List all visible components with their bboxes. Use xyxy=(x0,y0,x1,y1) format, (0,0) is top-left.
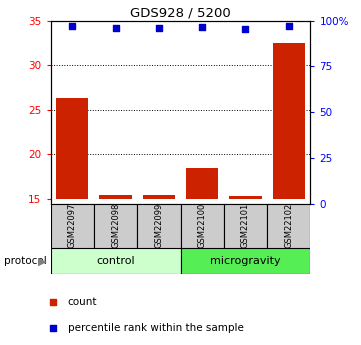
Text: ▶: ▶ xyxy=(38,256,47,266)
Text: GSM22099: GSM22099 xyxy=(155,203,163,248)
Text: protocol: protocol xyxy=(4,256,46,266)
Bar xyxy=(137,204,180,248)
Point xyxy=(69,23,75,29)
Text: count: count xyxy=(68,297,97,307)
Bar xyxy=(267,204,310,248)
Bar xyxy=(180,248,310,274)
Bar xyxy=(94,204,137,248)
Bar xyxy=(186,168,218,199)
Text: percentile rank within the sample: percentile rank within the sample xyxy=(68,323,244,333)
Bar xyxy=(56,98,88,199)
Title: GDS928 / 5200: GDS928 / 5200 xyxy=(130,7,231,20)
Text: microgravity: microgravity xyxy=(210,256,281,266)
Text: GSM22102: GSM22102 xyxy=(284,203,293,248)
Point xyxy=(199,24,205,30)
Point xyxy=(286,23,292,29)
Bar xyxy=(229,196,262,199)
Bar xyxy=(99,195,132,199)
Bar xyxy=(273,43,305,199)
Text: GSM22098: GSM22098 xyxy=(111,203,120,248)
Bar xyxy=(224,204,267,248)
Bar xyxy=(180,204,224,248)
Bar xyxy=(51,204,94,248)
Point xyxy=(49,299,56,305)
Text: control: control xyxy=(96,256,135,266)
Point xyxy=(243,26,248,32)
Point xyxy=(49,325,56,331)
Text: GSM22100: GSM22100 xyxy=(198,203,206,248)
Point xyxy=(113,25,118,31)
Bar xyxy=(143,195,175,199)
Text: GSM22097: GSM22097 xyxy=(68,203,77,248)
Point xyxy=(156,25,162,31)
Bar xyxy=(51,248,180,274)
Text: GSM22101: GSM22101 xyxy=(241,203,250,248)
